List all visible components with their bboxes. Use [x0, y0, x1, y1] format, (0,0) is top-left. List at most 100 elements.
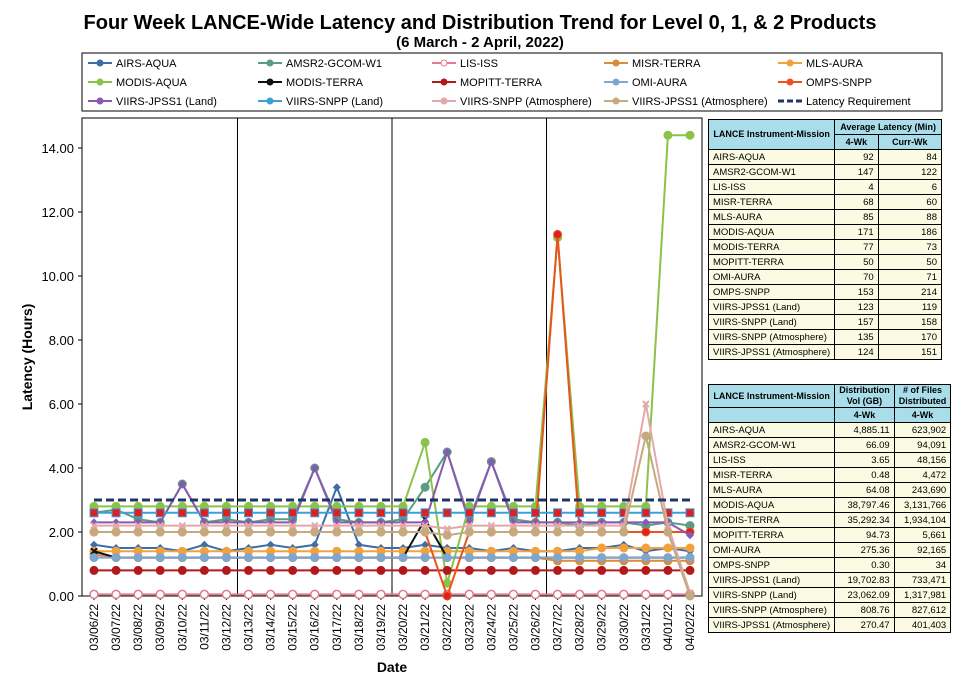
data-point — [442, 508, 452, 518]
data-point — [641, 589, 651, 600]
table1-row: VIIRS-SNPP (Land) 157 158 — [707, 314, 943, 330]
legend-label: VIIRS-JPSS1 (Land) — [116, 96, 217, 108]
x-tick-label: 03/28/22 — [573, 604, 587, 651]
table1-cell-value: 88 — [877, 209, 943, 225]
table1-row: MOPITT-TERRA 50 50 — [707, 254, 943, 270]
legend-item: VIIRS-SNPP (Atmosphere) — [432, 96, 592, 108]
series-line — [94, 435, 691, 597]
data-point — [310, 540, 319, 549]
table2-cell-instrument: VIIRS-SNPP (Atmosphere) — [707, 602, 836, 618]
y-axis-label: Latency (Hours) — [19, 304, 35, 411]
y-tick-label: 4.00 — [49, 461, 74, 476]
data-point — [376, 527, 386, 537]
table2-cell-value: 35,292.34 — [834, 512, 895, 528]
x-tick-label: 03/17/22 — [330, 604, 344, 651]
data-point — [685, 591, 695, 601]
data-point — [354, 565, 364, 575]
table2-cell-instrument: VIIRS-JPSS1 (Atmosphere) — [707, 617, 836, 633]
table2-cell-value: 19,702.83 — [834, 572, 895, 588]
table2-row: AIRS-AQUA 4,885.11 623,902 — [707, 422, 952, 438]
y-tick-label: 8.00 — [49, 333, 74, 348]
data-point — [530, 565, 540, 575]
data-point — [133, 527, 143, 537]
data-point — [398, 508, 408, 518]
data-point — [133, 589, 143, 600]
data-point — [464, 589, 475, 600]
data-point — [112, 521, 120, 530]
data-point — [487, 457, 496, 466]
data-point — [178, 480, 187, 488]
table2-cell-value: 401,403 — [893, 617, 952, 633]
table2-cell-instrument: MISR-TERRA — [707, 467, 836, 483]
data-point — [354, 589, 364, 600]
table2-row: MISR-TERRA 0.48 4,472 — [707, 467, 952, 483]
data-point — [200, 540, 209, 549]
table1-cell-value: 50 — [877, 254, 943, 270]
table1-row: VIIRS-JPSS1 (Atmosphere) 124 151 — [707, 344, 943, 360]
table2-row: VIIRS-SNPP (Atmosphere) 808.76 827,612 — [707, 602, 952, 618]
table1-cell-instrument: MISR-TERRA — [707, 194, 836, 210]
data-point — [619, 527, 629, 537]
data-point — [641, 508, 651, 518]
data-point — [464, 527, 474, 537]
data-point — [310, 508, 320, 518]
table2-cell-value: 275.36 — [834, 542, 895, 558]
data-point — [244, 565, 254, 575]
data-point — [111, 565, 121, 575]
data-point — [133, 508, 143, 518]
data-point — [597, 521, 606, 530]
data-point — [177, 565, 187, 575]
x-tick-label: 03/21/22 — [418, 604, 432, 651]
data-point — [354, 527, 364, 537]
table2-cell-instrument: OMI-AURA — [707, 542, 836, 558]
x-tick-label: 03/24/22 — [484, 604, 498, 651]
data-point — [465, 521, 473, 530]
legend-item: VIIRS-SNPP (Land) — [258, 96, 383, 108]
legend-label: MOPITT-TERRA — [460, 77, 543, 89]
data-point — [398, 553, 408, 563]
data-point — [377, 521, 385, 530]
data-point — [111, 553, 121, 563]
table1-cell-instrument: VIIRS-JPSS1 (Land) — [707, 299, 836, 315]
x-tick-label: 03/31/22 — [639, 604, 653, 651]
data-point — [597, 508, 607, 518]
data-point — [442, 565, 452, 575]
table1-row: AMSR2-GCOM-W1 147 122 — [707, 164, 943, 180]
legend-item: MLS-AURA — [778, 58, 864, 70]
table1-cell-value: 71 — [877, 269, 943, 285]
x-tick-label: 03/14/22 — [264, 604, 278, 651]
data-point — [288, 553, 298, 563]
table2-cell-instrument: VIIRS-JPSS1 (Land) — [707, 572, 836, 588]
table2-cell-value: 243,690 — [893, 482, 952, 498]
data-point — [89, 565, 99, 575]
table1-body: AIRS-AQUA 92 84 AMSR2-GCOM-W1 147 122 LIS-ISS 4… — [707, 149, 943, 360]
data-point — [199, 527, 209, 537]
table1-cell-value: 85 — [834, 209, 879, 225]
x-tick-label: 03/27/22 — [551, 604, 565, 651]
legend-label: VIIRS-JPSS1 (Atmosphere) — [632, 96, 768, 108]
table1-header-latency: Average Latency (Min) — [834, 119, 942, 135]
table2-cell-value: 1,317,981 — [893, 587, 952, 603]
data-point — [597, 543, 607, 553]
table1-cell-value: 153 — [834, 284, 879, 300]
x-tick-label: 03/07/22 — [109, 604, 123, 651]
data-point — [90, 521, 98, 530]
data-point — [155, 553, 165, 563]
table2-cell-value: 38,797.46 — [834, 497, 895, 513]
data-point — [553, 553, 563, 563]
legend-marker — [266, 59, 274, 67]
data-point — [597, 565, 607, 575]
x-tick-label: 03/11/22 — [197, 604, 211, 650]
table2-cell-value: 23,062.09 — [834, 587, 895, 603]
table2-cell-instrument: MODIS-AQUA — [707, 497, 836, 513]
table2-cell-value: 66.09 — [834, 437, 895, 453]
data-point — [530, 553, 540, 563]
x-tick-label: 03/25/22 — [506, 604, 520, 651]
table2-row: VIIRS-JPSS1 (Land) 19,702.83 733,471 — [707, 572, 952, 588]
table2-cell-instrument: VIIRS-SNPP (Land) — [707, 587, 836, 603]
table1-row: MISR-TERRA 68 60 — [707, 194, 943, 210]
legend-label: AIRS-AQUA — [116, 58, 177, 70]
table2-row: LIS-ISS 3.65 48,156 — [707, 452, 952, 468]
table2-cell-value: 92,165 — [893, 542, 952, 558]
data-point — [354, 553, 364, 563]
